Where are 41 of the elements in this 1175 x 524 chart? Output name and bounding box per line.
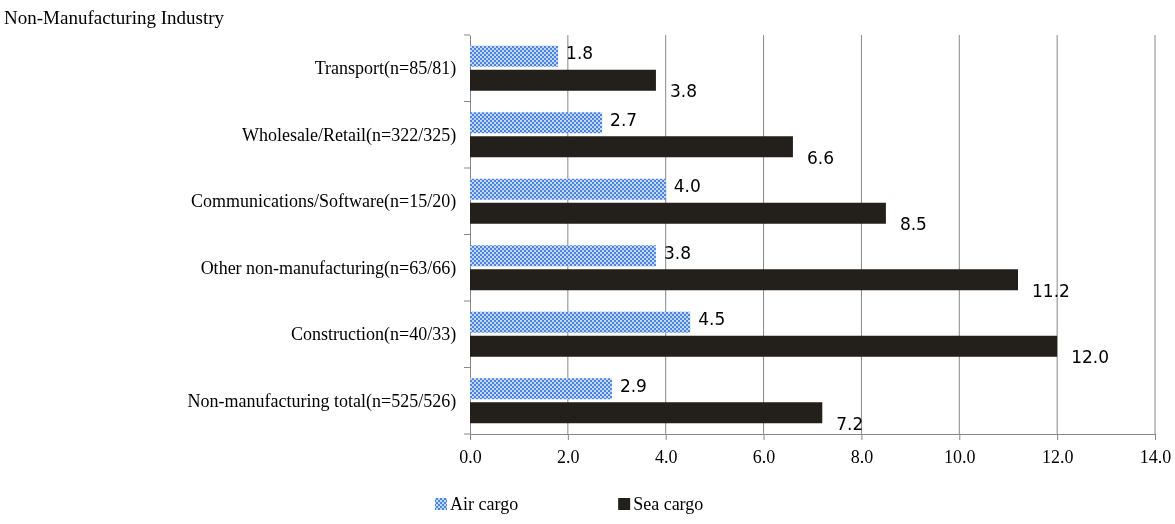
data-label: 12.0 [1071, 347, 1109, 368]
data-label: 4.5 [698, 309, 726, 330]
data-label: 8.5 [899, 214, 927, 235]
y-tick-label: Transport(n=85/81) [314, 58, 457, 80]
bar [470, 335, 1058, 357]
bar [470, 202, 886, 224]
data-label: 3.8 [663, 242, 691, 263]
legend-label: Air cargo [450, 494, 519, 514]
x-tick-label: 2.0 [557, 446, 580, 467]
y-tick-label: Wholesale/Retail(n=322/325) [242, 124, 457, 146]
bar [470, 311, 691, 333]
data-label: 6.6 [806, 147, 834, 168]
bar [470, 112, 603, 134]
y-tick-label: Communications/Software(n=15/20) [191, 191, 457, 213]
bar [470, 45, 559, 67]
data-label: 3.8 [669, 81, 697, 102]
bar [470, 378, 612, 400]
bar [470, 245, 656, 267]
x-tick-label: 0.0 [459, 446, 482, 467]
y-tick-label: Construction(n=40/33) [291, 324, 457, 346]
legend-label: Sea cargo [633, 494, 704, 514]
bar [470, 178, 666, 200]
x-tick-label: 8.0 [850, 446, 874, 467]
data-label: 7.2 [836, 413, 864, 434]
bar [470, 69, 656, 91]
x-tick-label: 12.0 [1041, 446, 1074, 467]
bar [470, 269, 1018, 291]
text: Non-Manufacturing Industry [4, 7, 225, 28]
x-tick-label: 4.0 [654, 446, 678, 467]
data-label: 1.8 [566, 43, 594, 64]
y-tick-label: Other non-manufacturing(n=63/66) [200, 257, 457, 279]
data-label: 2.7 [610, 109, 638, 130]
x-tick-label: 10.0 [944, 446, 976, 467]
y-tick-label: Non-manufacturing total(n=525/526) [187, 390, 457, 412]
bar [470, 402, 823, 424]
data-label: 4.0 [673, 176, 701, 197]
data-label: 2.9 [619, 375, 647, 396]
x-tick-label: 6.0 [752, 446, 776, 467]
bar [470, 136, 793, 158]
data-label: 11.2 [1032, 280, 1070, 301]
x-tick-label: 14.0 [1139, 446, 1172, 467]
